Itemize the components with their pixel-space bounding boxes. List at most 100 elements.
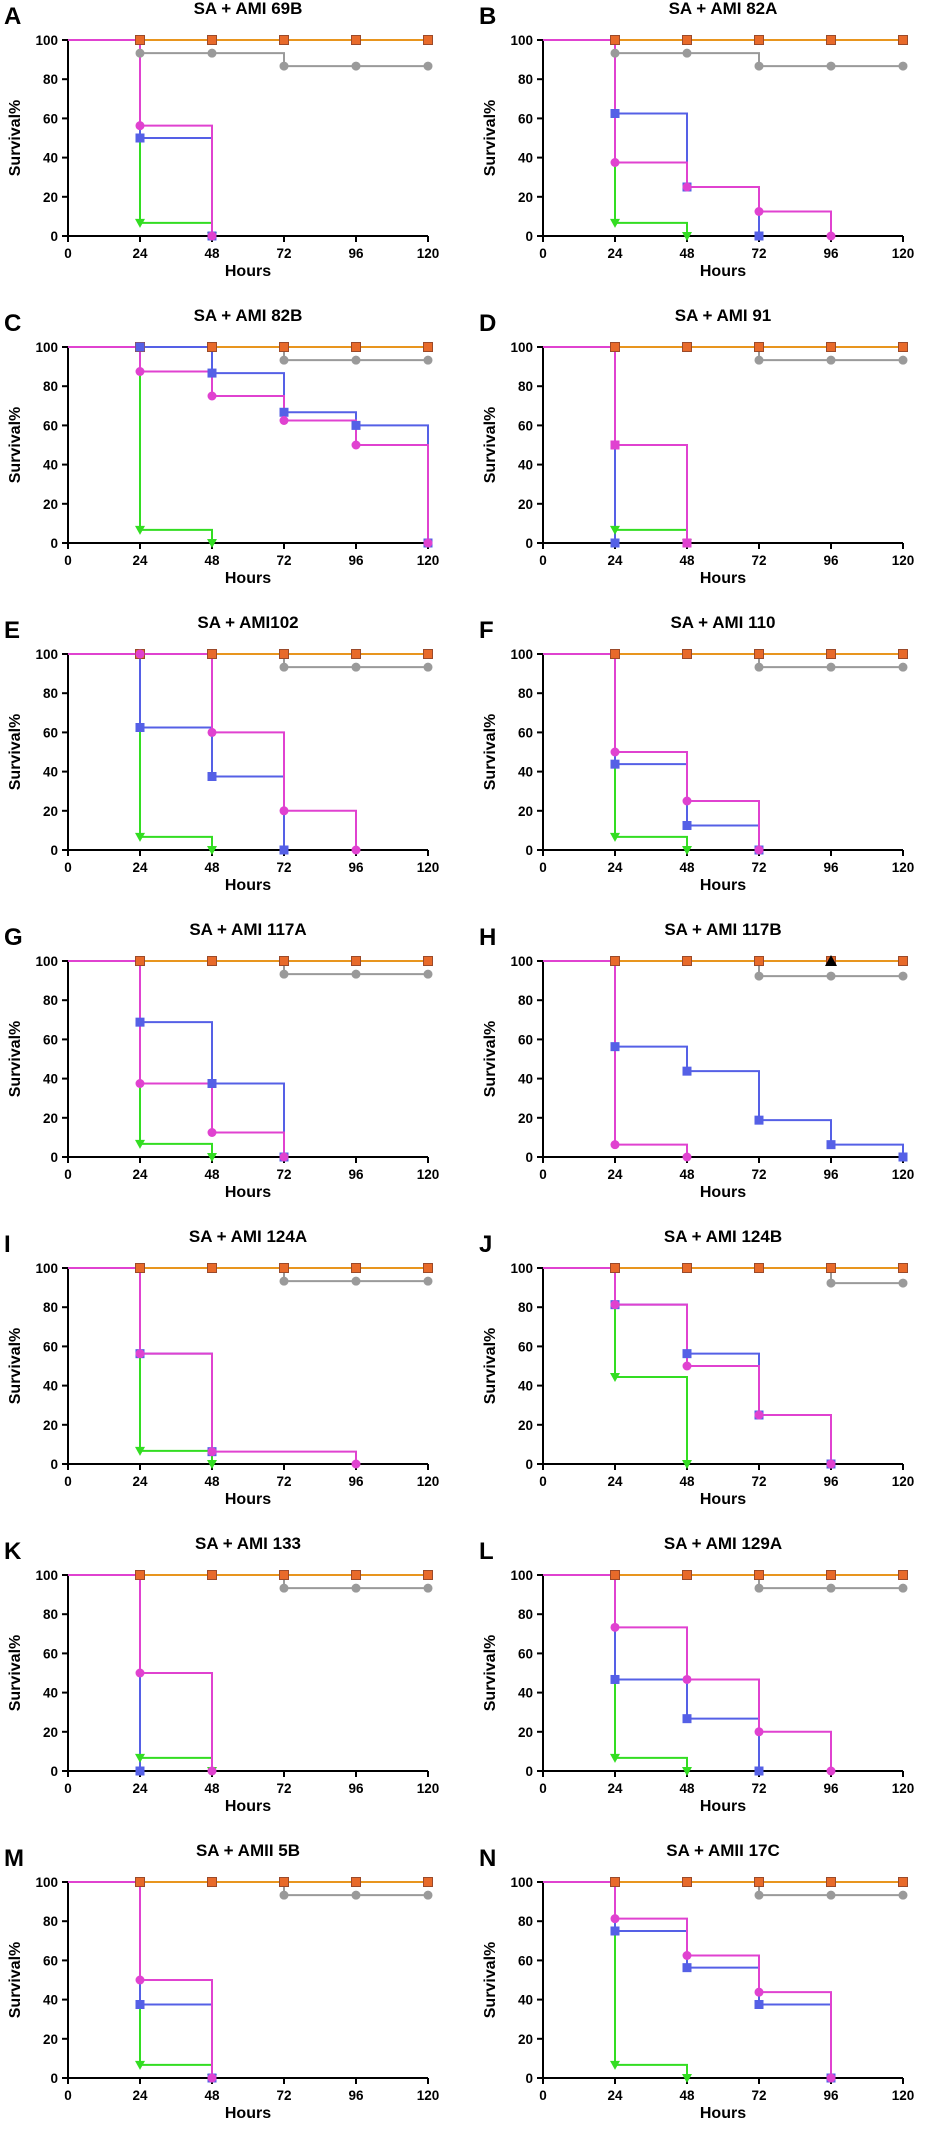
data-point bbox=[351, 61, 361, 71]
series-line-gray bbox=[68, 1881, 428, 1897]
y-tick-label: 0 bbox=[50, 843, 58, 858]
series-line-blue bbox=[543, 1574, 760, 1771]
markers-orange bbox=[135, 1877, 433, 1887]
markers-blue bbox=[135, 2000, 217, 2083]
chart-title: SA + AMI 91 bbox=[675, 306, 772, 325]
x-tick-label: 0 bbox=[64, 553, 72, 568]
data-point bbox=[610, 956, 620, 966]
y-tick-label: 20 bbox=[518, 497, 533, 512]
data-point bbox=[279, 342, 289, 352]
markers-orange bbox=[135, 649, 433, 659]
data-point bbox=[610, 158, 620, 167]
y-axis-label: Survival% bbox=[482, 1942, 499, 2018]
series-line-magenta bbox=[543, 1881, 832, 2078]
y-tick-label: 60 bbox=[43, 111, 58, 126]
data-point bbox=[610, 1042, 620, 1052]
chart-title: SA + AMI102 bbox=[197, 613, 298, 632]
markers-blue bbox=[135, 1766, 145, 1776]
chart-svg: L SA + AMI 129A 0 20 40 60 80 100 0 24 48 72 96 120 Ho… bbox=[479, 1534, 914, 1815]
x-tick-label: 24 bbox=[132, 1781, 148, 1796]
data-point bbox=[754, 1766, 764, 1776]
x-tick-label: 48 bbox=[204, 1474, 220, 1489]
data-point bbox=[423, 538, 433, 548]
series-line-magenta bbox=[543, 1574, 832, 1771]
data-point bbox=[135, 1570, 145, 1580]
data-point bbox=[898, 1570, 908, 1580]
panel-label: H bbox=[479, 924, 496, 951]
data-point bbox=[898, 662, 908, 672]
chart-title: SA + AMI 133 bbox=[195, 1534, 301, 1553]
data-point bbox=[754, 1263, 764, 1273]
y-tick-label: 40 bbox=[43, 765, 58, 780]
series-line-magenta bbox=[68, 1267, 357, 1464]
y-tick-label: 100 bbox=[510, 1568, 533, 1583]
x-tick-label: 24 bbox=[607, 1167, 623, 1182]
y-tick-label: 40 bbox=[43, 151, 58, 166]
x-tick-label: 48 bbox=[204, 246, 220, 261]
series-gray bbox=[543, 39, 903, 68]
x-tick-label: 120 bbox=[892, 2088, 915, 2103]
chart-svg: A SA + AMI 69B 0 20 40 60 80 100 0 24 48 72 96 120 Hou… bbox=[4, 0, 439, 280]
series-line-blue bbox=[543, 39, 760, 236]
data-point bbox=[279, 662, 289, 672]
data-point bbox=[754, 845, 764, 855]
data-point bbox=[826, 35, 836, 45]
panel-label: K bbox=[4, 1538, 22, 1565]
data-point bbox=[826, 342, 836, 352]
markers-orange bbox=[135, 35, 433, 45]
data-point bbox=[135, 2060, 145, 2070]
markers-orange bbox=[610, 35, 908, 45]
data-point bbox=[610, 218, 620, 228]
y-tick-label: 80 bbox=[518, 379, 533, 394]
series-magenta bbox=[68, 346, 429, 543]
series-gray bbox=[68, 1881, 428, 1897]
data-point bbox=[351, 1276, 361, 1286]
y-tick-label: 100 bbox=[35, 340, 58, 355]
data-point bbox=[898, 1583, 908, 1593]
x-axis-label: Hours bbox=[700, 1798, 746, 1815]
data-point bbox=[207, 649, 217, 659]
x-tick-label: 96 bbox=[823, 860, 839, 875]
chart-svg: K SA + AMI 133 0 20 40 60 80 100 0 24 48 72 96 120 Hou… bbox=[4, 1534, 439, 1815]
y-tick-label: 20 bbox=[43, 1111, 58, 1126]
data-point bbox=[682, 821, 692, 830]
x-tick-label: 48 bbox=[204, 2088, 220, 2103]
data-point bbox=[898, 35, 908, 45]
data-point bbox=[826, 1766, 836, 1776]
data-point bbox=[754, 1890, 764, 1900]
x-tick-label: 72 bbox=[751, 2088, 766, 2103]
y-tick-label: 100 bbox=[35, 647, 58, 662]
series-line-blue bbox=[543, 960, 904, 1157]
chart-panel-a: A SA + AMI 69B 0 20 40 60 80 100 0 24 48 72 96 120 Hou… bbox=[0, 0, 475, 307]
data-point bbox=[423, 1583, 433, 1593]
data-point bbox=[610, 109, 620, 118]
data-point bbox=[826, 1583, 836, 1593]
y-tick-label: 80 bbox=[518, 686, 533, 701]
chart-panel-d: D SA + AMI 91 0 20 40 60 80 100 0 24 48 72 96 120 Hour… bbox=[475, 306, 950, 614]
data-point bbox=[754, 1877, 764, 1887]
y-tick-label: 20 bbox=[43, 190, 58, 205]
data-point bbox=[754, 231, 764, 241]
x-tick-label: 96 bbox=[823, 1474, 839, 1489]
data-point bbox=[351, 956, 361, 966]
data-point bbox=[351, 649, 361, 659]
data-point bbox=[135, 1975, 145, 1985]
data-point bbox=[682, 232, 692, 241]
x-tick-label: 96 bbox=[348, 1474, 364, 1489]
markers-orange bbox=[135, 1570, 433, 1580]
x-tick-label: 96 bbox=[823, 553, 839, 568]
x-tick-label: 48 bbox=[204, 1167, 220, 1182]
data-point bbox=[279, 1890, 289, 1900]
series-line-magenta bbox=[68, 346, 429, 543]
chart-panel-m: M SA + AMII 5B 0 20 40 60 80 100 0 24 48 72 96 120 Hou… bbox=[0, 1841, 475, 2149]
x-tick-label: 72 bbox=[276, 860, 291, 875]
x-tick-label: 96 bbox=[348, 1167, 364, 1182]
data-point bbox=[135, 1753, 145, 1763]
x-tick-label: 72 bbox=[751, 860, 766, 875]
data-point bbox=[826, 355, 836, 365]
data-point bbox=[610, 759, 620, 769]
markers-green bbox=[135, 832, 217, 855]
chart-svg: J SA + AMI 124B 0 20 40 60 80 100 0 24 48 72 96 120 Ho… bbox=[479, 1227, 914, 1508]
markers-gray bbox=[610, 48, 908, 71]
data-point bbox=[682, 182, 692, 192]
